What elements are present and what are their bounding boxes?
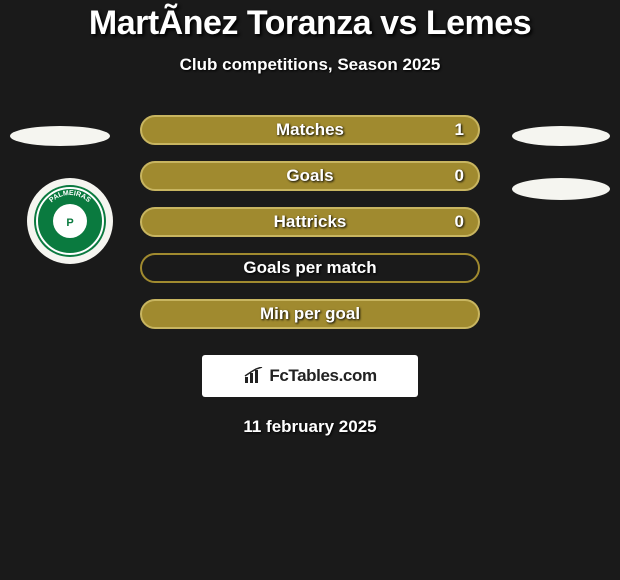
stat-label: Goals per match	[243, 258, 376, 278]
left-placeholder-1	[10, 126, 110, 146]
stat-label: Min per goal	[260, 304, 360, 324]
stat-value: 1	[455, 120, 464, 140]
stat-value: 0	[455, 212, 464, 232]
stat-value: 0	[455, 166, 464, 186]
team-badge: P PALMEIRAS	[27, 178, 113, 264]
bars-chart-icon	[243, 367, 265, 385]
right-placeholder-1	[512, 126, 610, 146]
fctables-brand: FcTables.com	[202, 355, 418, 397]
stat-row-goals-per-match: Goals per match	[140, 253, 480, 283]
brand-text: FcTables.com	[269, 366, 376, 386]
right-placeholder-2	[512, 178, 610, 200]
svg-text:P: P	[66, 217, 73, 229]
stat-label: Goals	[286, 166, 333, 186]
stat-row-matches: Matches 1	[140, 115, 480, 145]
date-text: 11 february 2025	[0, 417, 620, 437]
stat-label: Matches	[276, 120, 344, 140]
stat-row-goals: Goals 0	[140, 161, 480, 191]
stat-row-hattricks: Hattricks 0	[140, 207, 480, 237]
stat-row-min-per-goal: Min per goal	[140, 299, 480, 329]
palmeiras-badge-icon: P PALMEIRAS	[27, 178, 113, 264]
stat-label: Hattricks	[274, 212, 347, 232]
page-title: MartÃ­nez Toranza vs Lemes	[0, 0, 620, 43]
subtitle: Club competitions, Season 2025	[0, 55, 620, 75]
